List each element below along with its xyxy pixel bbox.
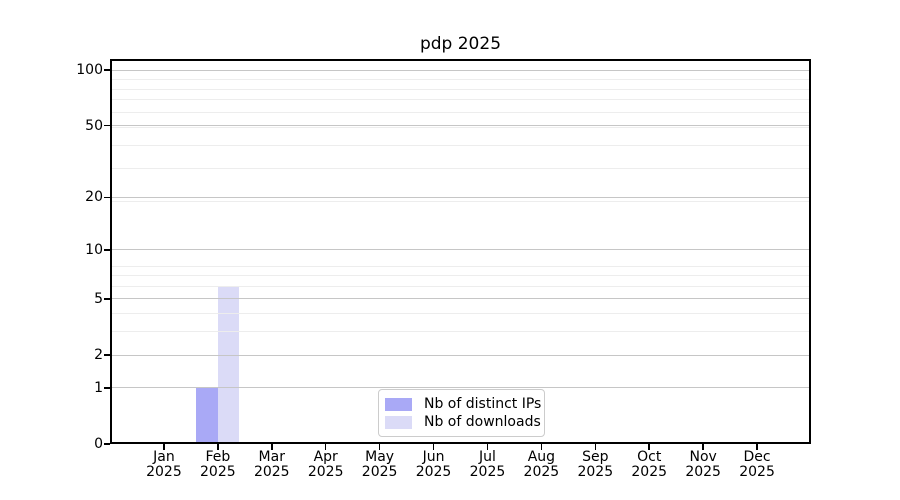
gridline-minor [110, 275, 811, 277]
x-tick-label-month: Feb [205, 449, 231, 465]
x-tick-label-month: Apr [313, 449, 338, 465]
x-tick-label-year: 2025 [577, 464, 614, 480]
legend-swatch-downloads [385, 415, 412, 429]
x-tick [702, 444, 704, 450]
legend: Nb of distinct IPs Nb of downloads [378, 389, 545, 437]
x-tick-label-year: 2025 [631, 464, 668, 480]
x-tick-label-month: Oct [637, 449, 662, 465]
y-tick-label: 0 [94, 436, 103, 452]
x-tick [756, 444, 758, 450]
y-tick [104, 196, 110, 199]
y-tick-label: 20 [85, 189, 103, 206]
x-tick [486, 444, 489, 450]
y-tick-label: 1 [94, 379, 103, 396]
chart-title: pdp 2025 [419, 34, 502, 54]
bar-nb-of-downloads [217, 286, 240, 444]
x-tick-label: Jan 2025 [137, 450, 191, 480]
x-tick-label: Nov 2025 [676, 450, 730, 480]
y-tick-label: 100 [76, 62, 103, 79]
x-tick [217, 444, 219, 450]
x-tick-label: Jul 2025 [460, 450, 514, 480]
gridline-minor [110, 168, 811, 170]
y-tick-label: 50 [85, 117, 103, 134]
gridline-major [110, 125, 811, 127]
gridline-minor [110, 88, 811, 90]
gridline-minor [110, 126, 811, 128]
bar-nb-of-distinct-ips [196, 387, 218, 444]
x-tick-label-month: Aug [527, 449, 556, 465]
gridline-major [110, 249, 811, 251]
x-tick-label-year: 2025 [523, 464, 560, 480]
gridline-major [110, 69, 811, 71]
x-tick-label-year: 2025 [146, 464, 182, 480]
legend-swatch-distinct-ips [385, 397, 412, 411]
x-tick-label-month: Sep [582, 449, 609, 465]
x-tick-label-year: 2025 [685, 464, 721, 480]
x-tick-label: Jun 2025 [407, 450, 461, 480]
x-tick-label-month: Jan [153, 449, 175, 465]
y-tick [104, 124, 110, 127]
x-tick-label: Feb 2025 [191, 450, 245, 480]
gridline-major [110, 354, 811, 356]
x-tick [324, 444, 327, 450]
legend-item-distinct-ips: Nb of distinct IPs [385, 395, 541, 413]
legend-label-distinct-ips: Nb of distinct IPs [424, 396, 542, 412]
gridline-major [110, 387, 811, 389]
x-tick-label-month: Dec [743, 449, 771, 465]
gridline-minor [110, 313, 811, 315]
x-tick-label: Mar 2025 [245, 450, 299, 480]
gridline-minor [110, 285, 811, 287]
gridline-minor [110, 331, 811, 333]
y-tick [104, 443, 110, 445]
legend-label-downloads: Nb of downloads [424, 414, 541, 430]
x-tick-label-year: 2025 [469, 464, 506, 480]
y-tick [104, 298, 110, 300]
gridline-minor [110, 111, 811, 113]
gridline-minor [110, 200, 811, 202]
y-tick [104, 354, 110, 356]
x-tick-label-year: 2025 [415, 464, 452, 480]
x-tick-label-year: 2025 [307, 464, 344, 480]
x-tick [163, 444, 165, 450]
x-tick-label: Dec 2025 [730, 450, 784, 480]
gridline-minor [110, 144, 811, 146]
y-tick-label: 5 [94, 290, 103, 307]
gridline-minor [110, 79, 811, 81]
gridline-minor [110, 99, 811, 101]
x-tick [594, 444, 597, 450]
x-tick-label: Sep 2025 [568, 450, 622, 480]
x-tick-label-month: Jul [479, 449, 496, 465]
gridline-major [110, 298, 811, 300]
gridline-major [110, 196, 811, 198]
x-tick-label: Oct 2025 [622, 450, 676, 480]
x-tick-label: Aug 2025 [514, 450, 568, 480]
x-tick [540, 444, 543, 450]
x-tick [378, 444, 381, 450]
y-tick [104, 69, 110, 71]
x-tick-label-month: Nov [689, 449, 717, 465]
x-tick-label: Apr 2025 [299, 450, 353, 480]
x-tick-label-year: 2025 [200, 464, 236, 480]
x-tick-label-month: Mar [258, 449, 285, 465]
x-tick-label-year: 2025 [739, 464, 775, 480]
x-tick-label: May 2025 [353, 450, 407, 480]
y-tick-label: 10 [85, 241, 103, 258]
x-tick-label-year: 2025 [361, 464, 398, 480]
y-tick-label: 2 [94, 347, 103, 364]
x-tick [648, 444, 650, 450]
x-tick-label-month: Jun [422, 449, 445, 465]
legend-item-downloads: Nb of downloads [385, 413, 541, 431]
y-tick [104, 387, 110, 389]
x-tick-label-year: 2025 [253, 464, 290, 480]
y-tick [104, 249, 110, 251]
x-tick [432, 444, 435, 450]
x-tick-label-month: May [365, 449, 395, 465]
x-tick [271, 444, 273, 450]
gridline-minor [110, 265, 811, 267]
